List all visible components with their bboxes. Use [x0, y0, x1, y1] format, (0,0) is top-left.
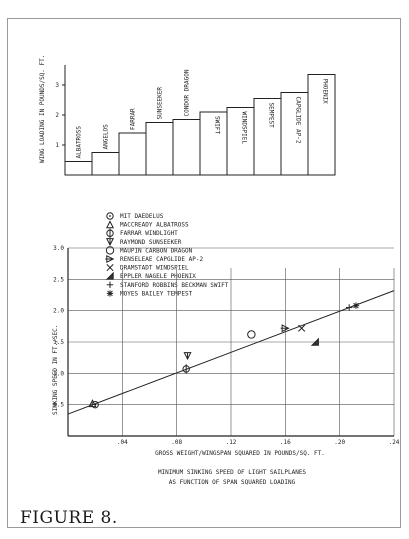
scatter-y-tick-label: 2.5	[53, 276, 64, 283]
bar	[118, 132, 147, 176]
legend-label: MAUPIN CARBON DRAGON	[120, 247, 193, 254]
legend-label: FARRAR WINDLIGHT	[120, 230, 178, 237]
bar-label: PHOENIX	[322, 79, 329, 105]
fit-line	[67, 290, 395, 415]
scatter-y-tick-label: 1.5	[53, 339, 64, 346]
legend-label: RENSELEAE CAPGLIDE AP-2	[120, 256, 203, 263]
bar	[280, 92, 309, 176]
bar-y-ticks: 1 2 3	[55, 82, 65, 149]
scatter-grid	[68, 247, 395, 436]
bar	[253, 98, 282, 176]
legend-marker	[105, 254, 115, 264]
bar-y-tick-label: 1	[55, 142, 59, 149]
bars	[64, 74, 336, 176]
legend-marker	[106, 290, 114, 297]
data-point	[310, 337, 319, 346]
scatter-y-ticks: 0.5 1.0 1.5 2.0 2.5 3.0	[53, 245, 64, 409]
bar-label: SUNSEEKER	[157, 87, 164, 120]
bar	[91, 152, 120, 176]
scatter-x-axis-label: GROSS WEIGHT/WINGSPAN SQUARED IN POUNDS/…	[155, 450, 325, 457]
data-point	[247, 330, 256, 339]
bar-label: CAPGLIDE AP-2	[295, 97, 302, 144]
figure-label: FIGURE 8.	[20, 508, 118, 528]
legend-marker	[105, 220, 115, 229]
marker-triangle-down	[183, 352, 192, 361]
legend-marker	[106, 281, 114, 288]
marker-star-stroke	[353, 302, 359, 309]
data-point	[345, 304, 353, 311]
bar-y-tick-label: 3	[55, 82, 59, 89]
bar	[199, 111, 228, 176]
scatter-x-tick-label: .20	[334, 439, 345, 446]
marker-half-triangle	[310, 337, 319, 346]
bar	[307, 74, 336, 176]
data-point	[280, 324, 290, 333]
marker-x-stroke	[298, 324, 306, 332]
data-point	[352, 302, 360, 309]
marker-dot	[109, 215, 111, 217]
bar-label: FARRAR	[130, 108, 137, 130]
scatter-y-tick-label: 2.0	[53, 308, 64, 315]
bar-label: SEMPEST	[268, 103, 275, 129]
bar-y-axis-label: WING LOADING IN POUNDS/SQ. FT.	[39, 55, 46, 163]
marker-circle	[106, 212, 114, 220]
scatter-x-tick-label: .16	[280, 439, 291, 446]
data-point	[183, 352, 192, 361]
scatter-y-axis-label: SINKING SPEED IN FT./SEC.	[52, 325, 59, 415]
bar-y-tick-label: 2	[55, 112, 59, 119]
legend-marker	[105, 271, 114, 280]
scatter-x-tick-label: .24	[389, 439, 400, 446]
legend-label: DRAMSTADT WINDSPIEL	[120, 265, 189, 272]
legend-label: MOYES BAILEY TEMPEST	[120, 290, 193, 297]
marker-circle	[247, 330, 256, 339]
marker-star-stroke	[107, 290, 113, 297]
bar-label: CONDOR DRAGON	[184, 69, 191, 116]
caption-line-1: MINIMUM SINKING SPEED OF LIGHT SAILPLANE…	[158, 469, 306, 476]
scatter-x-tick-label: .08	[171, 439, 182, 446]
legend-marker	[105, 246, 115, 255]
scatter-x-tick-label: .04	[117, 439, 128, 446]
legend-marker	[106, 212, 114, 220]
data-point	[298, 324, 306, 332]
legend-label: RAYMOND SUNSEEKER	[120, 239, 182, 246]
scatter-y-tick-label: 0.5	[53, 402, 64, 409]
bar	[64, 161, 93, 176]
marker-x-stroke	[106, 264, 114, 272]
bar-label: WINDSPIEL	[241, 112, 248, 145]
scatter-x-ticks: .04 .08 .12 .16 .20 .24	[117, 439, 400, 446]
bar-label: ANGELOS	[103, 124, 110, 150]
legend-label: STANFORD ROBBINS BECKMAN SWIFT	[120, 282, 229, 289]
marker-circle	[91, 400, 99, 409]
scatter-y-tick-label: 3.0	[53, 245, 64, 252]
bar-labels: ALBATROSS ANGELOS FARRAR SUNSEEKER CONDOR DR…	[76, 69, 329, 158]
legend-label: EPPLER NAGELE PHOENIX	[120, 273, 196, 280]
figure-border	[7, 18, 401, 528]
scatter-x-tick-label: .12	[226, 439, 237, 446]
bar	[145, 122, 174, 176]
data-points	[88, 302, 360, 409]
marker-half-triangle	[105, 271, 114, 280]
marker-triangle	[105, 220, 115, 229]
bar-chart: WING LOADING IN POUNDS/SQ. FT. 1 2 3 ALBAT…	[39, 55, 336, 176]
scatter-y-tick-label: 1.0	[53, 370, 64, 377]
bar	[172, 119, 201, 176]
legend-marker	[106, 228, 114, 238]
bar-label: SWIFT	[214, 116, 221, 134]
marker-triangle	[88, 399, 97, 408]
legend-marker	[106, 264, 114, 272]
data-point	[182, 364, 190, 374]
caption-line-2: AS FUNCTION OF SPAN SQUARED LOADING	[169, 479, 296, 486]
data-point	[88, 399, 97, 408]
bar-label: ALBATROSS	[76, 126, 83, 159]
marker-circle	[105, 246, 115, 255]
legend-label: MACCREADY ALBATROSS	[120, 222, 189, 229]
legend-label: MIT DAEDELUS	[120, 213, 164, 220]
legend-marker	[105, 238, 115, 247]
bar	[226, 107, 255, 176]
